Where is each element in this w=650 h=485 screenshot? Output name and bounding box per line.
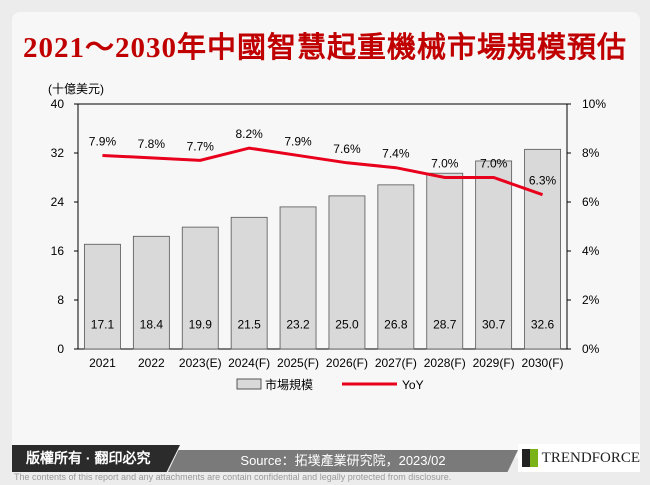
x-tick-label: 2029(F) <box>473 356 515 370</box>
line-label: 7.9% <box>89 134 117 148</box>
y-tick-label: 0 <box>57 342 64 356</box>
y2-tick-label: 8% <box>582 146 600 160</box>
legend-line-label: YoY <box>402 378 424 392</box>
bar <box>230 216 268 350</box>
bar-label: 19.9 <box>189 318 213 332</box>
bar <box>328 195 366 350</box>
y-tick-label: 8 <box>57 293 64 307</box>
bar <box>377 184 415 350</box>
y2-tick-label: 6% <box>582 195 600 209</box>
line-label: 7.8% <box>138 137 166 151</box>
line-label: 7.0% <box>431 157 459 171</box>
bar-label: 25.0 <box>335 318 359 332</box>
bar <box>426 172 464 350</box>
bar <box>475 160 513 350</box>
page-title: 2021～2030年中國智慧起重機械市場規模預估 <box>22 32 627 64</box>
x-tick-label: 2021 <box>89 356 116 370</box>
y-tick-label: 16 <box>51 244 65 258</box>
copyright: 版權所有 · 翻印必究 <box>12 445 180 472</box>
bar-label: 30.7 <box>482 318 506 332</box>
bar <box>181 226 219 350</box>
bar-label: 18.4 <box>140 318 164 332</box>
x-tick-label: 2022 <box>138 356 165 370</box>
x-tick-label: 2024(F) <box>228 356 270 370</box>
legend-bar-label: 市場規模 <box>265 377 313 392</box>
source: Source：拓墣產業研究院，2023/02 <box>168 450 518 472</box>
bar-label: 26.8 <box>384 318 408 332</box>
bar <box>524 148 561 350</box>
x-tick-label: 2030(F) <box>522 356 564 370</box>
trendforce-logo: TRENDFORCE <box>518 444 640 472</box>
bar <box>132 235 170 350</box>
line-label: 7.9% <box>284 134 312 148</box>
y-tick-label: 40 <box>51 97 65 111</box>
bar <box>84 243 121 350</box>
y-axis-label: (十億美元) <box>48 82 104 96</box>
line-label: 7.6% <box>333 142 361 156</box>
y2-tick-label: 10% <box>582 97 606 111</box>
y2-tick-label: 0% <box>582 342 600 356</box>
line-label: 7.0% <box>480 157 508 171</box>
line-label: 6.3% <box>529 174 557 188</box>
plot-area <box>77 103 568 350</box>
yoy-line <box>102 146 544 197</box>
y-tick-label: 32 <box>51 146 65 160</box>
y2-tick-label: 2% <box>582 293 600 307</box>
line-label: 7.4% <box>382 147 410 161</box>
x-tick-label: 2026(F) <box>326 356 368 370</box>
x-tick-label: 2027(F) <box>375 356 417 370</box>
bar-label: 32.6 <box>531 318 555 332</box>
y-tick-label: 24 <box>51 195 65 209</box>
bar-label: 17.1 <box>91 318 115 332</box>
x-tick-label: 2028(F) <box>424 356 466 370</box>
x-tick-label: 2025(F) <box>277 356 319 370</box>
legend-bar-swatch <box>236 378 262 390</box>
y2-tick-label: 4% <box>582 244 600 258</box>
bar <box>279 206 317 350</box>
disclaimer: The contents of this report and any atta… <box>14 472 452 482</box>
logo-text: TRENDFORCE <box>541 449 640 466</box>
x-tick-label: 2023(E) <box>179 356 222 370</box>
line-label: 7.7% <box>187 139 215 153</box>
bar-label: 28.7 <box>433 318 457 332</box>
logo-mark-icon <box>522 449 538 467</box>
bar-label: 21.5 <box>237 318 261 332</box>
bar-label: 23.2 <box>286 318 310 332</box>
line-label: 8.2% <box>235 127 263 141</box>
